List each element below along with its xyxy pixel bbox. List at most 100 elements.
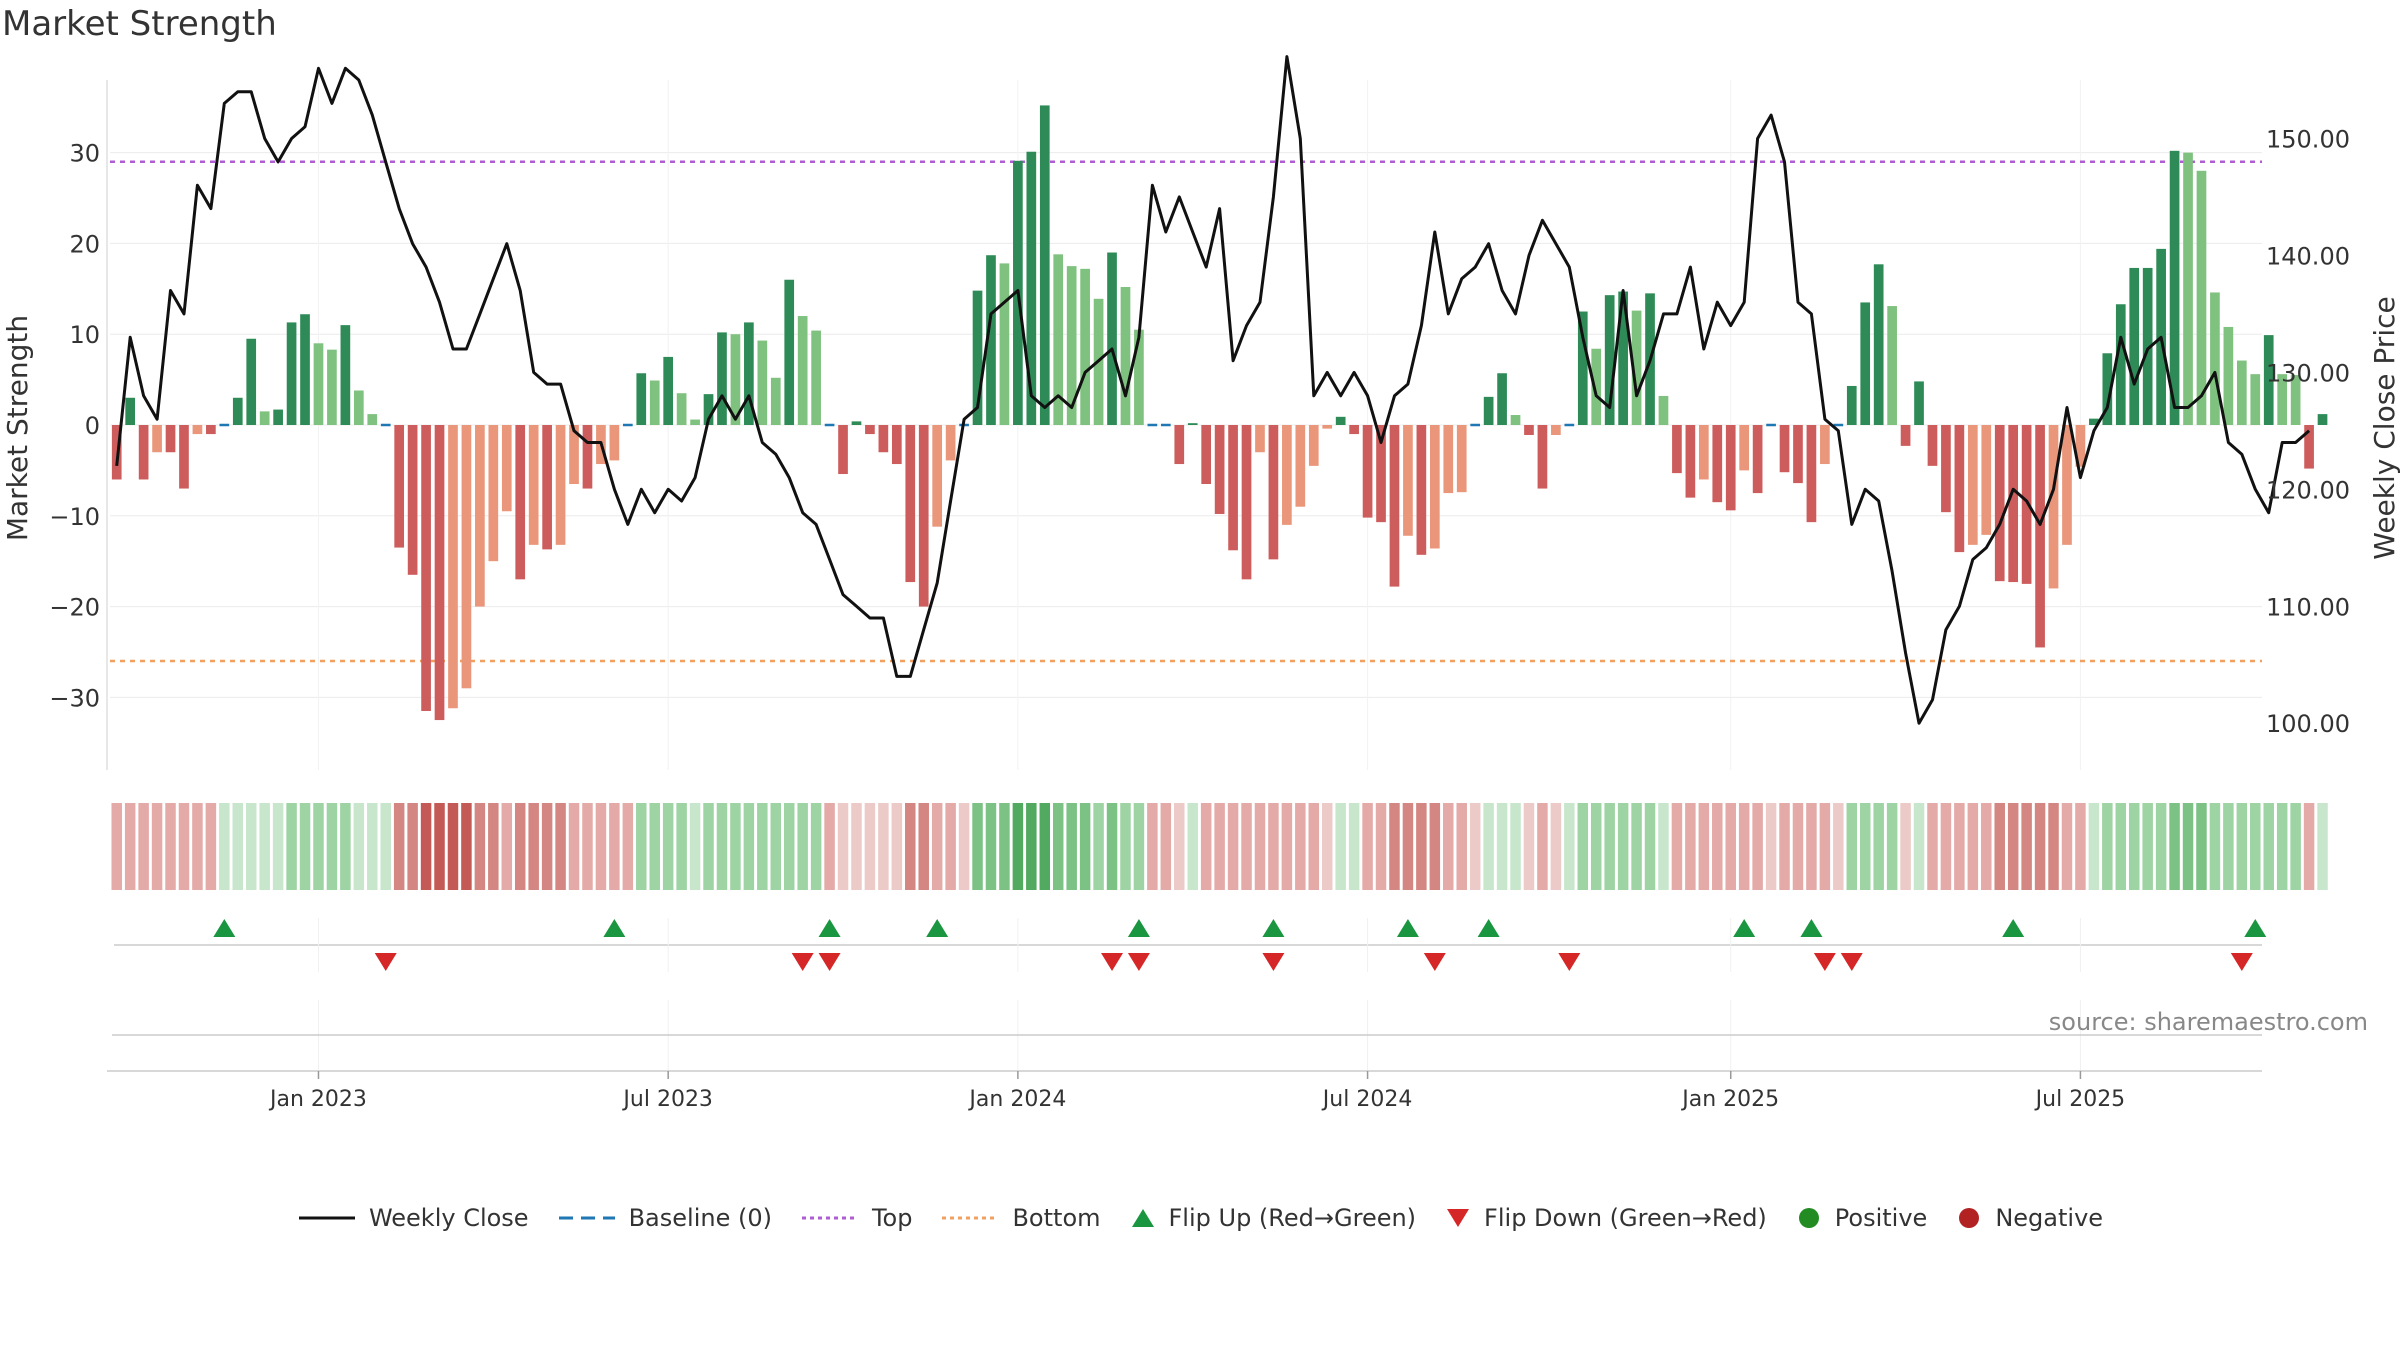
close-legend-icon <box>298 1216 355 1220</box>
strength-bar <box>1914 381 1924 425</box>
strength-bar <box>703 394 714 425</box>
strength-bar <box>1873 264 1884 425</box>
flip-up-marker <box>1262 919 1285 937</box>
strip-cell <box>1227 803 1239 890</box>
strip-cell <box>2182 803 2194 890</box>
legend-item-baseline: Baseline (0) <box>557 1204 772 1232</box>
strength-bar <box>1322 425 1333 429</box>
flip-down-marker <box>1840 953 1863 971</box>
strip-cell <box>488 803 499 890</box>
strength-bar <box>367 414 378 425</box>
strip-cell <box>703 803 714 890</box>
strip-cell <box>1819 803 1831 890</box>
strip-cell <box>1779 803 1790 890</box>
strip-cell <box>2048 803 2059 890</box>
flip-down-marker <box>791 953 814 971</box>
strength-bar <box>1981 425 1992 535</box>
strip-cell <box>1469 803 1481 890</box>
flip-down-marker <box>1558 953 1581 971</box>
strip-cell <box>609 803 620 890</box>
strength-bar <box>1779 425 1790 473</box>
strip-cell <box>353 803 365 890</box>
strength-bar <box>1403 425 1413 536</box>
strength-bar <box>1174 425 1185 465</box>
strength-bar <box>1080 268 1090 425</box>
strip-cell <box>124 803 136 890</box>
strength-bar <box>138 425 149 480</box>
strength-bar <box>434 425 445 721</box>
flip-up-marker <box>1800 919 1823 937</box>
strength-bar <box>851 421 862 425</box>
strength-bar <box>1820 425 1830 465</box>
strength-bar <box>945 425 956 461</box>
strip-cell <box>1792 803 1804 890</box>
right-tick-label: 100.00 <box>2266 710 2350 738</box>
strip-cell <box>1994 803 2005 890</box>
strength-bar <box>1228 425 1238 551</box>
strength-bar <box>1349 425 1359 435</box>
left-tick-label: 20 <box>69 230 100 258</box>
strength-bar <box>1039 105 1050 425</box>
strength-bar <box>649 380 660 425</box>
strength-bar <box>1187 423 1198 425</box>
strip-cell <box>2034 803 2046 890</box>
strip-cell <box>743 803 755 890</box>
strength-bar <box>1201 425 1212 485</box>
strength-bar <box>582 425 593 489</box>
strip-cell <box>474 803 486 890</box>
strip-cell <box>999 803 1010 890</box>
legend-label: Baseline (0) <box>628 1204 772 1232</box>
strength-bar <box>918 425 929 607</box>
strength-bar <box>286 322 297 425</box>
strength-bar <box>259 411 270 425</box>
strip-cell <box>1752 803 1763 890</box>
strength-bar <box>784 279 795 425</box>
strength-bar <box>555 425 566 545</box>
strip-cell <box>1187 803 1198 890</box>
strength-bar <box>542 425 552 550</box>
strength-bar <box>394 425 405 548</box>
strip-cell <box>582 803 593 890</box>
strip-cell <box>972 803 983 890</box>
strip-cell <box>2209 803 2221 890</box>
strip-cell <box>447 803 459 890</box>
left-tick-label: 10 <box>69 321 100 349</box>
strength-bar <box>2169 150 2180 425</box>
strength-bar <box>636 373 647 425</box>
flip-up-marker <box>1477 919 1500 937</box>
strength-bar <box>1604 295 1615 425</box>
legend-item-close: Weekly Close <box>297 1204 529 1232</box>
strength-bar <box>421 425 431 711</box>
strip-cell <box>905 803 916 890</box>
strip-cell <box>299 803 311 890</box>
strip-cell <box>1510 803 1521 890</box>
strip-cell <box>1617 803 1629 890</box>
strip-cell <box>1765 803 1777 890</box>
strength-bar <box>1295 425 1306 507</box>
strength-bar <box>1120 287 1131 425</box>
strength-bar <box>2277 374 2288 425</box>
strip-cell <box>1416 803 1427 890</box>
strength-bar <box>663 356 674 425</box>
strip-cell <box>1496 803 1508 890</box>
strip-cell <box>555 803 566 890</box>
strength-bar <box>1860 302 1871 425</box>
flip-down-marker <box>1101 953 1124 971</box>
strength-bar <box>569 425 579 485</box>
strip-cell <box>1106 803 1118 890</box>
strength-bar <box>744 322 754 425</box>
strength-bar <box>1510 415 1521 425</box>
strength-bar <box>2250 374 2261 425</box>
strip-cell <box>1806 803 1817 890</box>
legend-label: Positive <box>1834 1204 1928 1232</box>
strip-cell <box>1241 803 1252 890</box>
strength-bar <box>811 330 821 425</box>
strip-cell <box>2223 803 2234 890</box>
strip-cell <box>178 803 190 890</box>
strip-cell <box>501 803 513 890</box>
legend-item-positive: Positive <box>1795 1204 1928 1232</box>
strip-cell <box>232 803 244 890</box>
strength-bar <box>1712 425 1723 503</box>
strip-cell <box>1160 803 1172 890</box>
strength-bar <box>340 325 351 425</box>
